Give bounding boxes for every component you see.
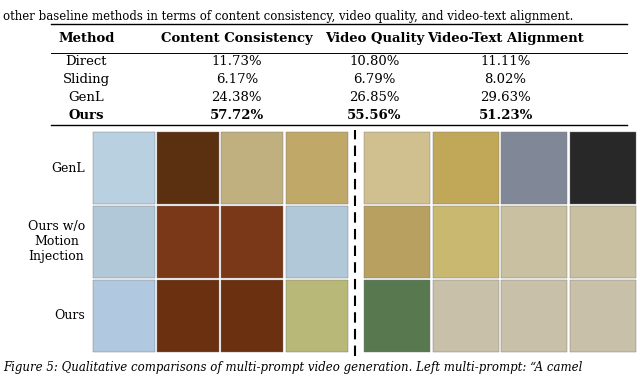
Text: 11.11%: 11.11% (481, 55, 531, 68)
FancyBboxPatch shape (433, 280, 499, 352)
FancyBboxPatch shape (570, 206, 636, 278)
Text: Direct: Direct (66, 55, 107, 68)
Text: 55.56%: 55.56% (347, 109, 402, 122)
FancyBboxPatch shape (157, 206, 219, 278)
FancyBboxPatch shape (501, 280, 567, 352)
FancyBboxPatch shape (221, 280, 283, 352)
Text: Ours: Ours (54, 309, 85, 322)
Text: GenL: GenL (51, 162, 85, 175)
FancyBboxPatch shape (501, 206, 567, 278)
Text: Method: Method (58, 32, 115, 45)
Text: 11.73%: 11.73% (211, 55, 262, 68)
FancyBboxPatch shape (221, 206, 283, 278)
Text: Ours: Ours (68, 109, 104, 122)
Text: GenL: GenL (68, 91, 104, 104)
Text: 51.23%: 51.23% (479, 109, 532, 122)
FancyBboxPatch shape (364, 206, 430, 278)
FancyBboxPatch shape (501, 132, 567, 204)
Text: Sliding: Sliding (63, 73, 110, 86)
FancyBboxPatch shape (93, 132, 155, 204)
FancyBboxPatch shape (93, 280, 155, 352)
Text: 57.72%: 57.72% (210, 109, 264, 122)
Text: Ours w/o
Motion
Injection: Ours w/o Motion Injection (28, 221, 85, 263)
Text: 29.63%: 29.63% (480, 91, 531, 104)
Text: Video-Text Alignment: Video-Text Alignment (428, 32, 584, 45)
Text: 8.02%: 8.02% (484, 73, 527, 86)
FancyBboxPatch shape (285, 132, 348, 204)
FancyBboxPatch shape (93, 206, 155, 278)
Text: Video Quality: Video Quality (324, 32, 424, 45)
Text: Content Consistency: Content Consistency (161, 32, 313, 45)
Text: 26.85%: 26.85% (349, 91, 399, 104)
FancyBboxPatch shape (433, 132, 499, 204)
Text: other baseline methods in terms of content consistency, video quality, and video: other baseline methods in terms of conte… (3, 10, 573, 23)
FancyBboxPatch shape (364, 132, 430, 204)
FancyBboxPatch shape (364, 280, 430, 352)
Text: 6.79%: 6.79% (353, 73, 396, 86)
Text: Figure 5: Qualitative comparisons of multi-prompt video generation. Left multi-p: Figure 5: Qualitative comparisons of mul… (3, 361, 582, 374)
FancyBboxPatch shape (570, 280, 636, 352)
Text: 10.80%: 10.80% (349, 55, 399, 68)
FancyBboxPatch shape (221, 132, 283, 204)
FancyBboxPatch shape (433, 206, 499, 278)
FancyBboxPatch shape (157, 280, 219, 352)
FancyBboxPatch shape (570, 132, 636, 204)
Text: 6.17%: 6.17% (216, 73, 258, 86)
FancyBboxPatch shape (157, 132, 219, 204)
FancyBboxPatch shape (285, 206, 348, 278)
FancyBboxPatch shape (285, 280, 348, 352)
Text: 24.38%: 24.38% (212, 91, 262, 104)
